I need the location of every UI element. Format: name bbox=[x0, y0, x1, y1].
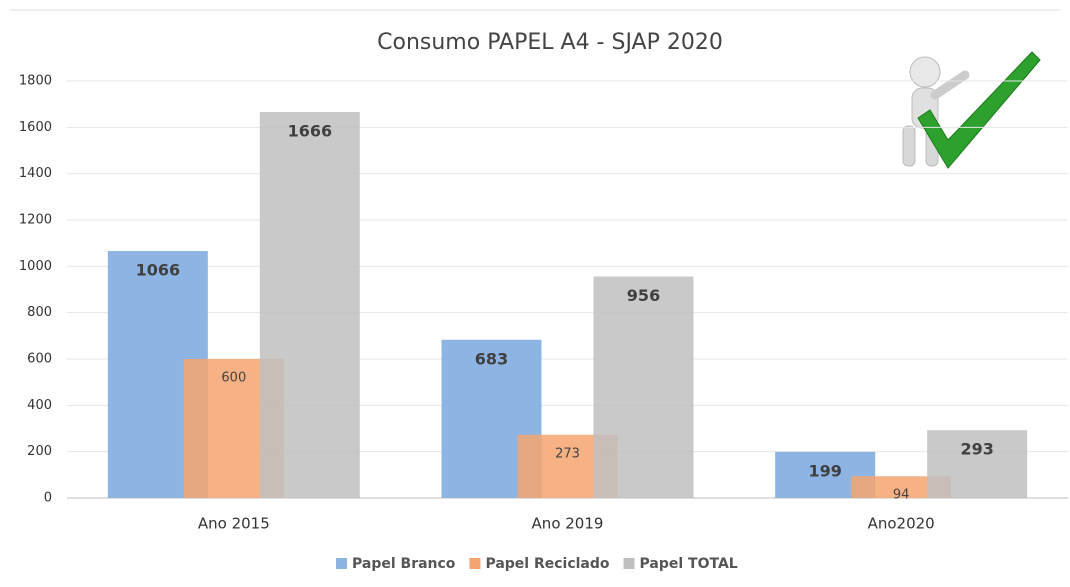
y-tick-label: 600 bbox=[27, 352, 52, 367]
y-tick-label: 1800 bbox=[19, 74, 52, 89]
decoration-icon bbox=[902, 51, 1041, 169]
data-label: 94 bbox=[893, 488, 910, 503]
y-tick-label: 1200 bbox=[19, 213, 52, 228]
bar bbox=[851, 476, 952, 498]
y-tick-label: 400 bbox=[27, 398, 52, 413]
legend-label: Papel Branco bbox=[352, 556, 456, 572]
y-tick-label: 1000 bbox=[19, 259, 52, 274]
legend-label: Papel Reciclado bbox=[485, 556, 609, 572]
data-label: 1666 bbox=[288, 122, 333, 141]
data-label: 273 bbox=[555, 446, 580, 461]
y-tick-label: 800 bbox=[27, 305, 52, 320]
y-tick-label: 1600 bbox=[19, 120, 52, 135]
bar bbox=[593, 276, 694, 498]
x-tick-label: Ano 2015 bbox=[198, 515, 270, 533]
legend-swatch bbox=[469, 558, 481, 569]
legend-label: Papel TOTAL bbox=[640, 556, 738, 572]
data-label: 293 bbox=[960, 440, 993, 459]
data-label: 683 bbox=[475, 349, 508, 368]
x-tick-label: Ano 2019 bbox=[532, 515, 604, 533]
legend-swatch bbox=[336, 558, 347, 569]
chart-title: Consumo PAPEL A4 - SJAP 2020 bbox=[377, 30, 723, 55]
bar bbox=[259, 112, 360, 498]
y-tick-label: 0 bbox=[44, 491, 52, 506]
y-tick-label: 200 bbox=[27, 444, 52, 459]
bar bbox=[927, 430, 1028, 498]
x-tick-label: Ano2020 bbox=[868, 515, 935, 533]
data-label: 600 bbox=[221, 371, 246, 386]
data-label: 199 bbox=[808, 461, 841, 480]
data-label: 956 bbox=[627, 286, 660, 305]
legend-swatch bbox=[623, 558, 635, 569]
y-tick-label: 1400 bbox=[19, 166, 52, 181]
data-label: 1066 bbox=[136, 261, 181, 280]
